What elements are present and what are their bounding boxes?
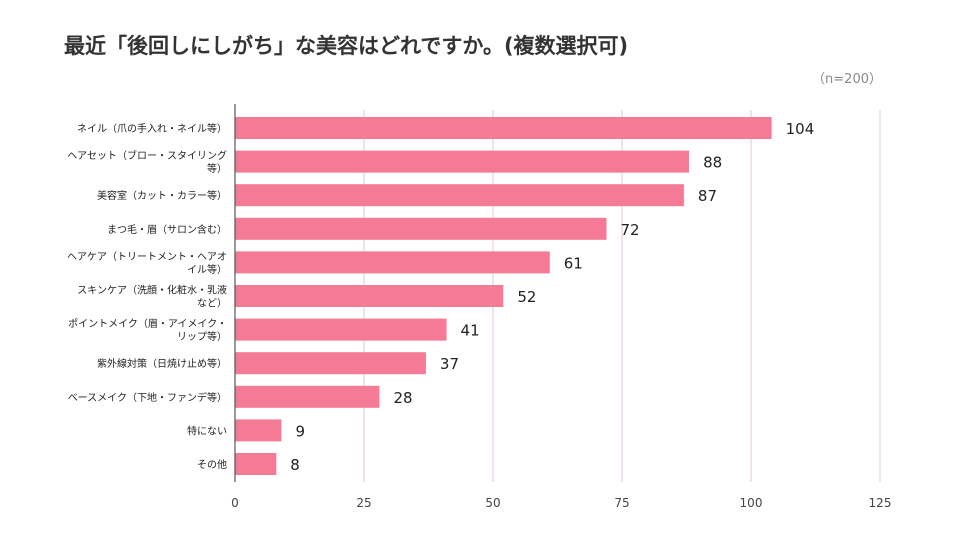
category-label: まつ毛・眉（サロン含む）: [107, 223, 227, 236]
category-label: ヘアケア（トリートメント・ヘアオ: [67, 251, 227, 263]
bar: [235, 453, 277, 475]
bar: [235, 352, 426, 375]
bar: [235, 217, 607, 240]
category-label: ベースメイク（下地・ファンデ等）: [68, 391, 227, 404]
category-label: イル等）: [187, 263, 227, 276]
category-label: 紫外線対策（日焼け止め等）: [97, 357, 227, 370]
chart-title: 最近「後回しにしがち」な美容はどれですか。(複数選択可): [64, 34, 629, 58]
x-tick-label: 0: [231, 496, 239, 510]
value-label: 52: [517, 288, 536, 306]
x-tick-label: 75: [614, 496, 629, 510]
category-label: 美容室（カット・カラー等）: [97, 189, 227, 202]
x-tick-label: 25: [356, 496, 371, 510]
bar: [235, 184, 684, 207]
x-tick-label: 100: [740, 496, 763, 510]
category-label: リップ等）: [177, 330, 227, 343]
bar: [235, 318, 447, 341]
bar: [235, 285, 504, 307]
bar: [235, 117, 772, 139]
value-label: 88: [703, 154, 722, 172]
value-label: 28: [393, 389, 412, 407]
category-label: スキンケア（洗顔・化粧水・乳液: [77, 284, 227, 297]
value-label: 41: [461, 322, 480, 340]
category-label: ポイントメイク（眉・アイメイク・: [68, 318, 227, 330]
value-label: 37: [440, 355, 459, 373]
category-label: 特にない: [187, 425, 227, 437]
value-label: 9: [295, 422, 305, 440]
value-label: 8: [290, 456, 300, 474]
value-label: 61: [564, 254, 583, 272]
value-label: 104: [786, 120, 815, 138]
x-tick-label: 50: [485, 496, 500, 510]
sample-size-note: （n=200）: [812, 72, 882, 87]
category-label: など）: [197, 298, 227, 310]
bar: [235, 150, 690, 173]
value-label: 87: [698, 187, 717, 205]
bar: [235, 385, 380, 408]
category-label: ヘアセット（ブロー・スタイリング: [67, 149, 227, 162]
x-tick-label: 125: [869, 496, 892, 510]
bar: [235, 419, 282, 442]
bar: [235, 251, 550, 274]
value-label: 72: [621, 221, 640, 239]
category-label: その他: [197, 458, 227, 471]
category-label: 等）: [207, 162, 227, 175]
category-label: ネイル（爪の手入れ・ネイル等）: [77, 122, 227, 135]
